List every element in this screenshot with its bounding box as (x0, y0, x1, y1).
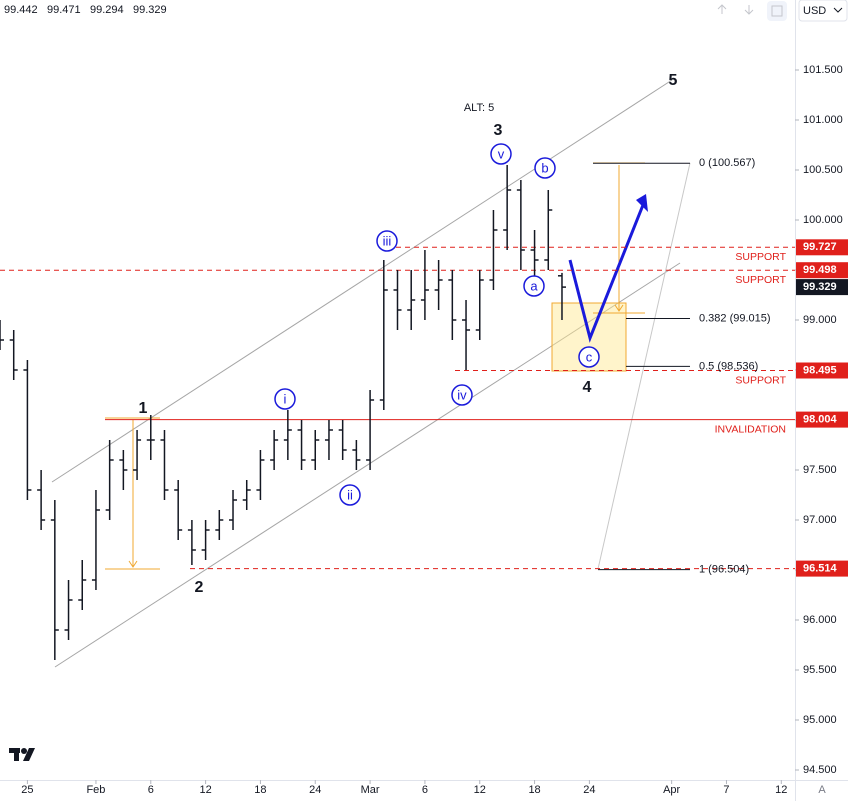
subwave-circle (274, 388, 296, 410)
y-tick-label: 101.500 (803, 64, 843, 76)
x-tick-label: Mar (361, 784, 380, 796)
x-tick-label: 12 (474, 784, 486, 796)
level-tag-text: 99.498 (803, 264, 837, 276)
level-tag-text: 98.004 (803, 414, 838, 426)
level-tag (796, 411, 848, 428)
y-tick-label: 95.000 (803, 714, 837, 726)
x-tick-label: 12 (199, 784, 211, 796)
subwave-label: b (541, 160, 548, 175)
subwave-label: a (530, 278, 538, 293)
y-tick-label: 95.500 (803, 664, 837, 676)
price-series (0, 165, 566, 660)
y-tick-label: 101.000 (803, 114, 843, 126)
subwave-circle (490, 143, 512, 165)
fib-label: 0.382 (99.015) (699, 312, 771, 324)
level-tag (796, 560, 848, 577)
fib-label: 0.5 (98.536) (699, 360, 758, 372)
level-label: INVALIDATION (715, 423, 786, 435)
logo (9, 748, 35, 761)
y-tick-label: 97.000 (803, 514, 837, 526)
settings-button[interactable] (767, 1, 787, 21)
scroll-up[interactable] (717, 4, 727, 14)
x-tick-label: 25 (21, 784, 33, 796)
x-tick-label: 18 (528, 784, 540, 796)
x-tick-label: 6 (422, 784, 428, 796)
arrow-head (636, 194, 648, 212)
y-tick-label: 96.000 (803, 614, 837, 626)
y-tick-label: 100.500 (803, 164, 843, 176)
currency-caret (833, 7, 843, 13)
level-tag (796, 239, 848, 256)
subwave-label: iii (383, 233, 392, 248)
x-tick-label: 18 (254, 784, 266, 796)
fib-label: 0 (100.567) (699, 157, 755, 169)
channel-upper (51, 79, 673, 483)
subwave-label: i (284, 391, 287, 406)
subwave-label: iv (457, 387, 467, 402)
wave-label: 2 (195, 579, 204, 596)
subwave-label: c (586, 349, 593, 364)
y-tick-label: 99.000 (803, 314, 837, 326)
x-tick-label: 24 (309, 784, 321, 796)
wave-label: 1 (139, 400, 148, 417)
wave-label: 3 (494, 122, 503, 139)
currency: USD (803, 5, 826, 17)
projection-arrow (568, 199, 647, 343)
y-tick-label: 97.500 (803, 464, 837, 476)
level-label: SUPPORT (735, 274, 786, 286)
level-tag-text: 99.727 (803, 241, 837, 253)
ohlc-close: 99.329 (133, 4, 167, 16)
x-tick-label: 6 (148, 784, 154, 796)
level-tag-text: 98.495 (803, 364, 837, 376)
ohlc-open: 99.442 (4, 4, 38, 16)
subwave-circle (578, 346, 600, 368)
x-tick-label: Apr (663, 784, 680, 796)
wave-label: ALT: 5 (464, 102, 494, 114)
last-price: 99.329 (803, 281, 837, 293)
subwave-circle (451, 384, 473, 406)
y-tick-label: 100.000 (803, 214, 843, 226)
level-tag-text: 96.514 (803, 563, 838, 575)
channel-lower (54, 262, 681, 668)
ohlc-high: 99.471 (47, 4, 81, 16)
wave-label: 4 (583, 379, 592, 396)
subwave-label: ii (347, 487, 353, 502)
settings-icon (771, 5, 783, 17)
x-tick-label: 7 (723, 784, 729, 796)
ohlc-low: 99.294 (90, 4, 124, 16)
scroll-down[interactable] (744, 5, 754, 15)
y-tick-label: 94.500 (803, 764, 837, 776)
level-tag (796, 362, 848, 379)
level-tag (796, 262, 848, 279)
level-label: SUPPORT (735, 251, 786, 263)
subwave-circle (376, 230, 398, 252)
subwave-circle (339, 484, 361, 506)
fib-label: 1 (96.504) (699, 564, 749, 576)
subwave-circle (534, 157, 556, 179)
subwave-label: v (498, 146, 505, 161)
wave-label: 5 (669, 72, 678, 89)
x-tick-label: Feb (86, 784, 105, 796)
subwave-circle (523, 275, 545, 297)
last-price-tag (796, 279, 848, 296)
x-tick-label: 24 (583, 784, 595, 796)
level-label: SUPPORT (735, 374, 786, 386)
x-tick-label: 12 (775, 784, 787, 796)
auto-scale[interactable]: A (818, 784, 826, 796)
currency-button[interactable] (798, 0, 848, 22)
